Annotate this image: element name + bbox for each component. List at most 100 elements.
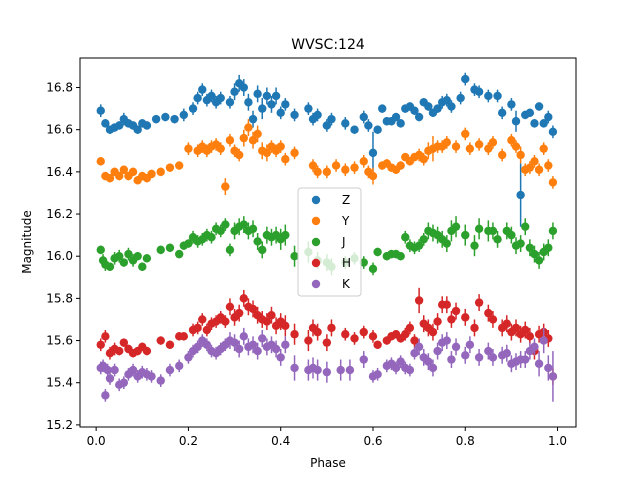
data-point xyxy=(530,157,539,166)
data-point xyxy=(198,315,207,324)
data-point xyxy=(327,114,336,124)
series-Y xyxy=(96,119,558,196)
data-point xyxy=(368,264,378,274)
data-point xyxy=(184,239,193,248)
data-point xyxy=(442,300,452,309)
data-point xyxy=(290,330,299,339)
data-point xyxy=(456,93,465,103)
data-point xyxy=(521,355,530,364)
data-point xyxy=(258,104,267,113)
data-point xyxy=(359,327,368,337)
data-point xyxy=(234,150,244,160)
data-point xyxy=(101,119,110,128)
data-point xyxy=(414,241,424,250)
data-point xyxy=(184,144,193,153)
data-point xyxy=(497,150,507,160)
data-point xyxy=(308,161,318,170)
series-layer xyxy=(96,72,558,402)
data-point xyxy=(525,243,535,252)
data-point xyxy=(165,243,175,252)
data-point xyxy=(521,222,530,231)
data-point xyxy=(142,346,152,356)
data-point xyxy=(96,340,105,349)
data-point xyxy=(350,334,359,343)
data-point xyxy=(493,235,502,244)
data-point xyxy=(507,100,516,109)
data-point xyxy=(488,138,498,147)
data-point xyxy=(101,391,110,400)
data-point xyxy=(359,355,368,364)
data-point xyxy=(221,317,230,326)
data-point xyxy=(534,256,544,265)
y-tick-label: 15.6 xyxy=(46,334,73,348)
data-point xyxy=(396,357,405,366)
data-point xyxy=(484,144,493,153)
data-point xyxy=(534,359,544,368)
data-point xyxy=(115,346,124,356)
data-point xyxy=(128,365,138,375)
data-point xyxy=(419,235,428,244)
data-point xyxy=(304,104,313,113)
data-point xyxy=(548,372,558,381)
data-point xyxy=(539,144,548,153)
data-point xyxy=(244,123,253,132)
data-point xyxy=(424,102,433,111)
data-point xyxy=(548,127,558,136)
data-point xyxy=(253,237,262,246)
data-point xyxy=(281,100,290,109)
y-axis: 15.2 15.4 15.6 15.8 16.0 16.2 16.4 16.6 16.8 xyxy=(46,81,80,432)
data-point xyxy=(516,150,525,160)
data-point xyxy=(221,220,230,229)
data-point xyxy=(96,245,105,255)
data-point xyxy=(115,252,124,261)
data-point xyxy=(105,262,115,271)
data-point xyxy=(350,125,359,134)
data-point xyxy=(105,374,115,383)
data-point xyxy=(128,167,138,177)
data-point xyxy=(442,336,452,345)
data-point xyxy=(433,317,442,326)
x-tick-label: 0.6 xyxy=(363,434,382,448)
data-point xyxy=(461,313,470,322)
data-point xyxy=(248,224,258,233)
legend-label: K xyxy=(342,277,351,291)
data-point xyxy=(451,342,461,352)
data-point xyxy=(511,323,521,333)
data-point xyxy=(225,136,235,145)
data-point xyxy=(396,252,405,261)
data-point xyxy=(544,243,553,252)
data-point xyxy=(216,93,225,103)
y-tick-label: 16.4 xyxy=(46,165,73,179)
data-point xyxy=(368,171,378,181)
data-point xyxy=(276,142,285,151)
data-point xyxy=(359,258,368,267)
data-point xyxy=(179,110,189,120)
data-point xyxy=(193,323,202,333)
data-point xyxy=(502,349,511,358)
legend-marker xyxy=(311,195,321,205)
legend-label: H xyxy=(342,256,351,270)
legend-box xyxy=(297,187,362,297)
data-point xyxy=(428,363,438,373)
data-point xyxy=(244,98,253,107)
data-point xyxy=(364,121,373,130)
data-point xyxy=(497,108,507,118)
series-Z xyxy=(96,72,558,227)
data-point xyxy=(544,363,553,373)
data-point xyxy=(281,340,290,349)
data-point xyxy=(281,230,290,240)
data-point xyxy=(410,349,419,358)
data-point xyxy=(525,332,535,341)
data-point xyxy=(539,336,548,345)
data-point xyxy=(142,254,152,263)
data-point xyxy=(198,85,207,94)
data-point xyxy=(234,308,244,318)
x-axis-label: Phase xyxy=(310,456,346,470)
data-point xyxy=(290,252,299,261)
data-point xyxy=(170,114,179,124)
data-point xyxy=(539,119,548,128)
data-point xyxy=(331,161,341,170)
legend-marker xyxy=(311,258,321,268)
data-point xyxy=(424,357,433,366)
data-point xyxy=(96,106,105,115)
